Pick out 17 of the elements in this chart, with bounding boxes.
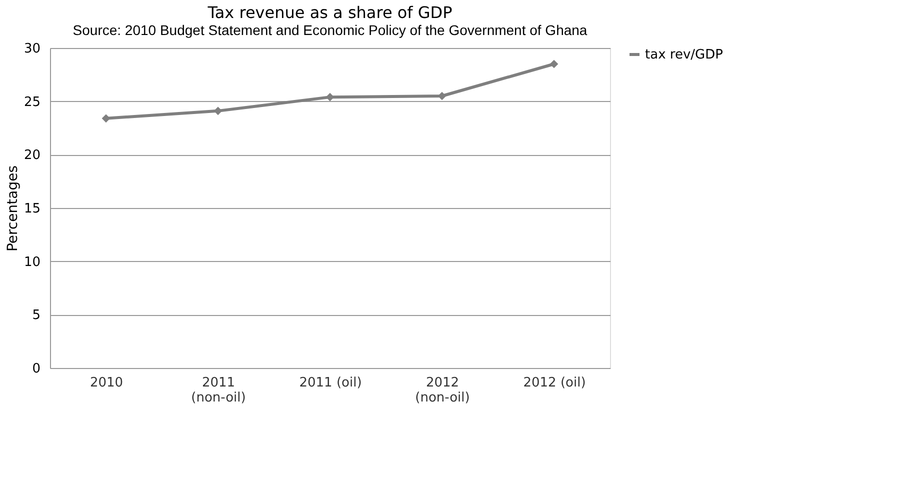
x-tick-label: 2010 — [90, 376, 124, 390]
y-tick-label: 20 — [24, 148, 40, 164]
y-tick-label: 0 — [32, 362, 40, 376]
x-tick-label: 2012 (oil) — [523, 376, 586, 390]
source-note: Source: 2010 Budget Statement and Economic Policy of the Government of Ghana — [72, 22, 588, 38]
y-tick-label: 25 — [24, 94, 40, 110]
y-tick-label: 5 — [32, 308, 40, 324]
x-tick-label: 2011 (non-oil) — [191, 376, 246, 406]
y-axis-title: Percentages — [4, 165, 21, 252]
x-tick-label: 2012 (non-oil) — [415, 376, 470, 406]
y-tick-label: 10 — [24, 254, 40, 270]
y-tick-label: 30 — [24, 42, 40, 56]
y-tick-label: 15 — [24, 202, 40, 216]
point — [550, 60, 558, 68]
x-tick-label: 2011 (oil) — [299, 376, 362, 390]
legend-label: tax rev/GDP — [645, 48, 724, 62]
chart-title: Tax revenue as a share of GDP — [206, 3, 453, 22]
